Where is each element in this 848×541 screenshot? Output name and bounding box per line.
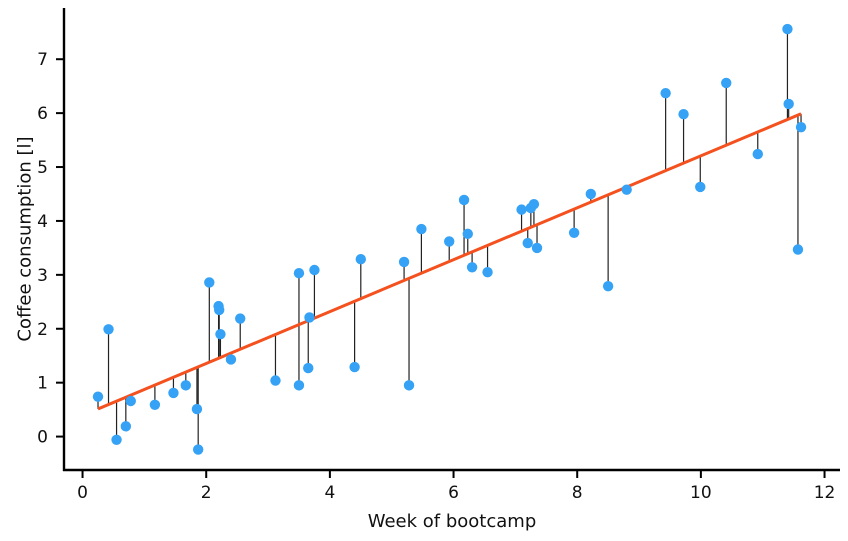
data-point [695,181,706,193]
data-point [214,304,225,316]
data-point [103,324,114,335]
data-point [120,421,132,432]
data-point [678,109,689,120]
data-point [416,223,427,235]
x-axis-label: Week of bootcamp [368,511,537,532]
data-point [192,444,204,455]
fit-line-layer [97,112,802,411]
y-tick-label: 6 [37,104,48,124]
data-point [585,188,597,200]
data-point [444,236,455,247]
y-tick-label: 4 [37,212,48,232]
data-point [403,380,415,391]
data-point [304,312,315,323]
data-point [398,256,410,268]
data-point [531,242,543,254]
data-point [752,148,763,160]
data-point [303,362,314,374]
data-point [466,262,478,273]
data-point [522,237,533,249]
x-tick-label: 10 [690,483,712,503]
x-tick-label: 4 [324,483,335,503]
data-point [111,434,122,446]
data-point [191,403,203,415]
data-point [516,204,527,215]
data-point [783,98,794,110]
data-point [204,277,215,288]
data-point [349,361,360,373]
x-tick-label: 12 [814,483,836,503]
data-point [782,23,793,35]
data-point [721,77,732,89]
y-axis-label: Coffee consumption [l] [14,136,35,341]
y-tick-label: 7 [37,50,48,70]
data-point [293,380,305,391]
data-point [168,387,179,399]
y-tick-label: 2 [37,320,48,340]
x-tick-label: 6 [448,483,459,503]
data-point [462,228,473,240]
data-point [293,268,305,279]
data-point [660,87,671,99]
data-point [458,194,470,206]
data-point [309,264,320,276]
data-point [602,280,614,292]
y-tick-label: 0 [37,428,48,448]
x-tick-label: 8 [572,483,583,503]
data-point [270,375,281,386]
data-point [792,244,804,255]
data-point [180,380,192,391]
data-point [149,399,161,410]
fit-line [97,112,802,411]
y-tick-label: 1 [37,374,48,394]
y-tick-label: 3 [37,266,48,286]
data-point [621,184,632,195]
data-point [528,199,540,210]
data-point [235,313,246,324]
data-point [568,227,580,239]
data-point [795,121,807,133]
x-tick-label: 0 [77,483,88,503]
y-tick-label: 5 [37,158,48,178]
data-point [482,266,493,278]
data-point [92,391,104,402]
data-point [125,395,136,407]
x-tick-label: 2 [201,483,212,503]
data-point [225,354,237,365]
data-point [355,254,366,265]
data-points [92,23,807,455]
data-point [215,328,226,340]
